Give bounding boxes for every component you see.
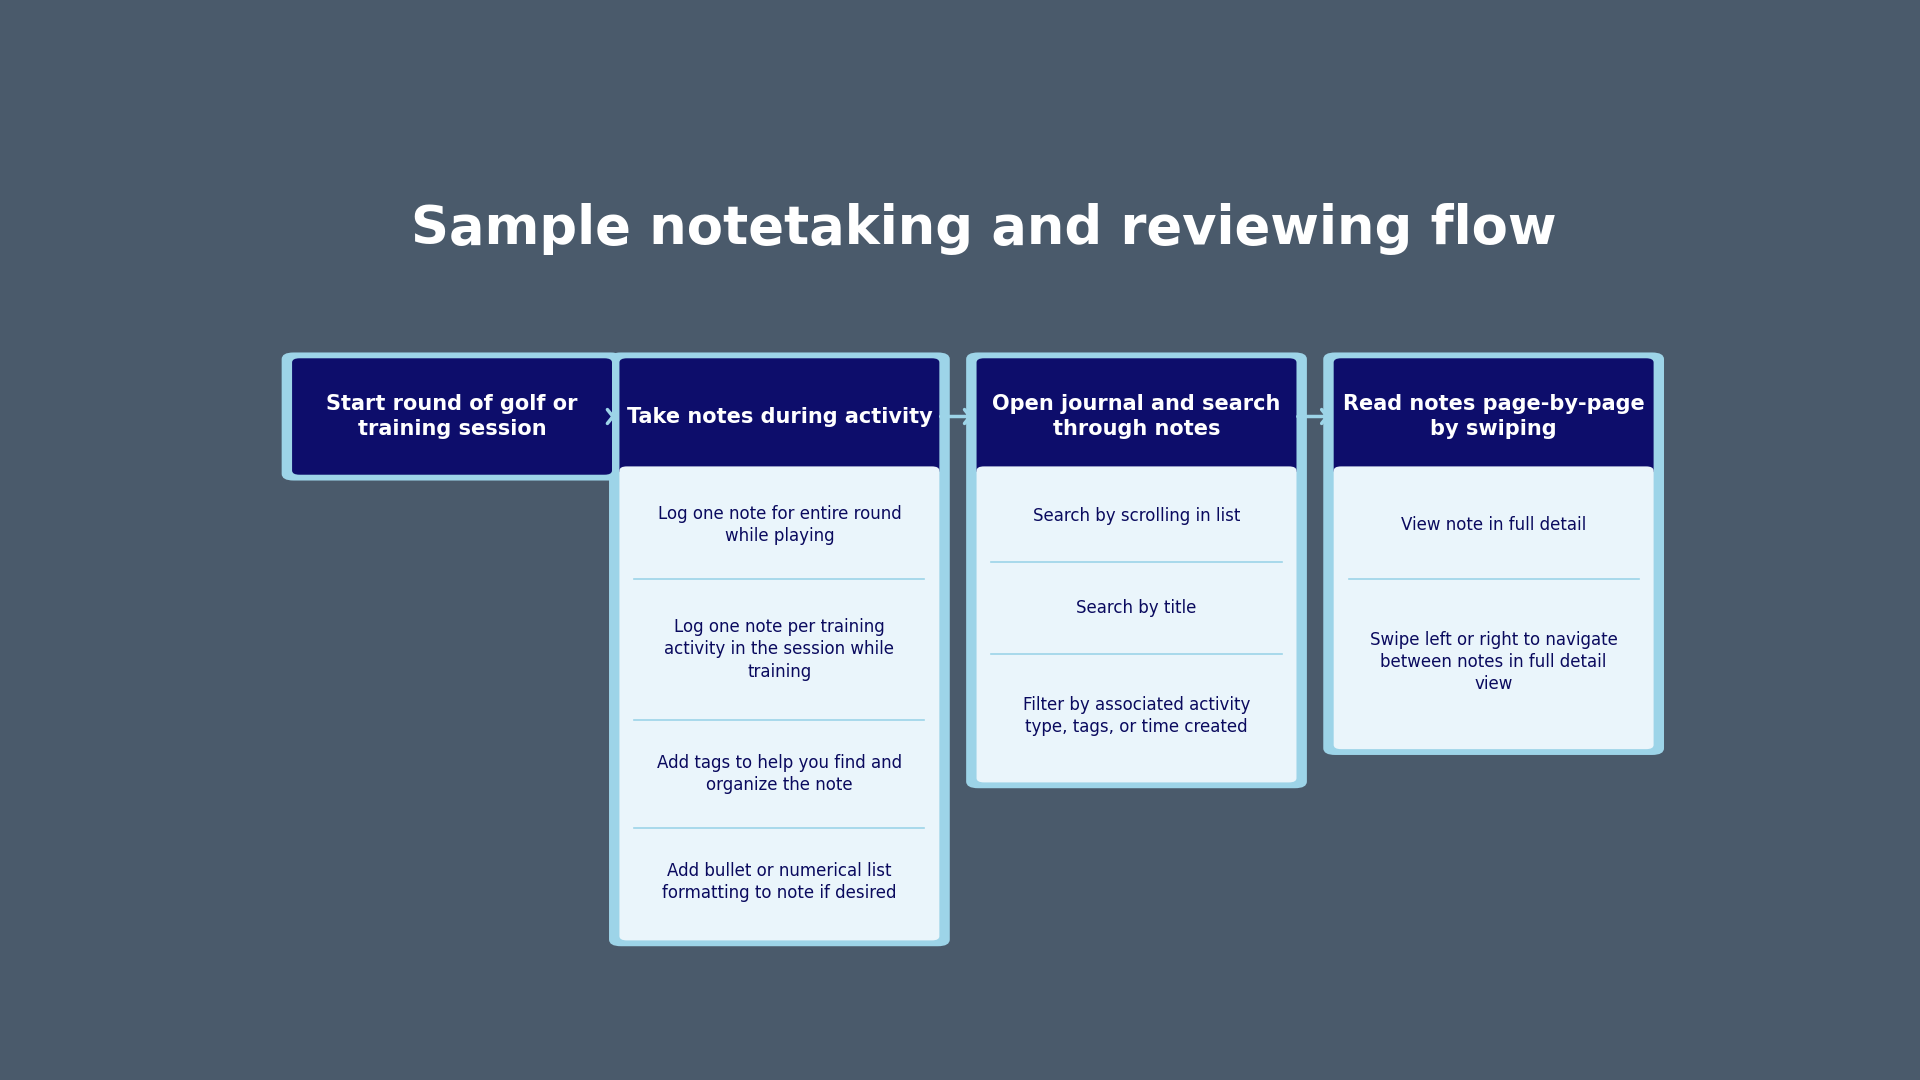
FancyBboxPatch shape: [620, 359, 939, 475]
Text: Open journal and search
through notes: Open journal and search through notes: [993, 394, 1281, 438]
Text: Log one note per training
activity in the session while
training: Log one note per training activity in th…: [664, 618, 895, 680]
Text: Search by title: Search by title: [1077, 598, 1196, 617]
Text: Filter by associated activity
type, tags, or time created: Filter by associated activity type, tags…: [1023, 696, 1250, 735]
Text: Search by scrolling in list: Search by scrolling in list: [1033, 508, 1240, 525]
Text: Log one note for entire round
while playing: Log one note for entire round while play…: [657, 504, 900, 544]
FancyBboxPatch shape: [292, 359, 612, 475]
Text: Take notes during activity: Take notes during activity: [626, 406, 933, 427]
Text: Sample notetaking and reviewing flow: Sample notetaking and reviewing flow: [411, 203, 1557, 255]
FancyBboxPatch shape: [977, 359, 1296, 475]
FancyBboxPatch shape: [609, 352, 950, 946]
Text: Add bullet or numerical list
formatting to note if desired: Add bullet or numerical list formatting …: [662, 862, 897, 902]
FancyBboxPatch shape: [1334, 359, 1653, 475]
FancyBboxPatch shape: [282, 352, 622, 481]
FancyBboxPatch shape: [1323, 352, 1665, 755]
FancyBboxPatch shape: [977, 467, 1296, 782]
FancyBboxPatch shape: [1334, 467, 1653, 750]
FancyBboxPatch shape: [620, 467, 939, 941]
Text: View note in full detail: View note in full detail: [1402, 515, 1586, 534]
FancyBboxPatch shape: [966, 352, 1308, 788]
Text: Add tags to help you find and
organize the note: Add tags to help you find and organize t…: [657, 754, 902, 794]
Text: Swipe left or right to navigate
between notes in full detail
view: Swipe left or right to navigate between …: [1369, 631, 1617, 693]
Text: Start round of golf or
training session: Start round of golf or training session: [326, 394, 578, 438]
Text: Read notes page-by-page
by swiping: Read notes page-by-page by swiping: [1342, 394, 1645, 438]
